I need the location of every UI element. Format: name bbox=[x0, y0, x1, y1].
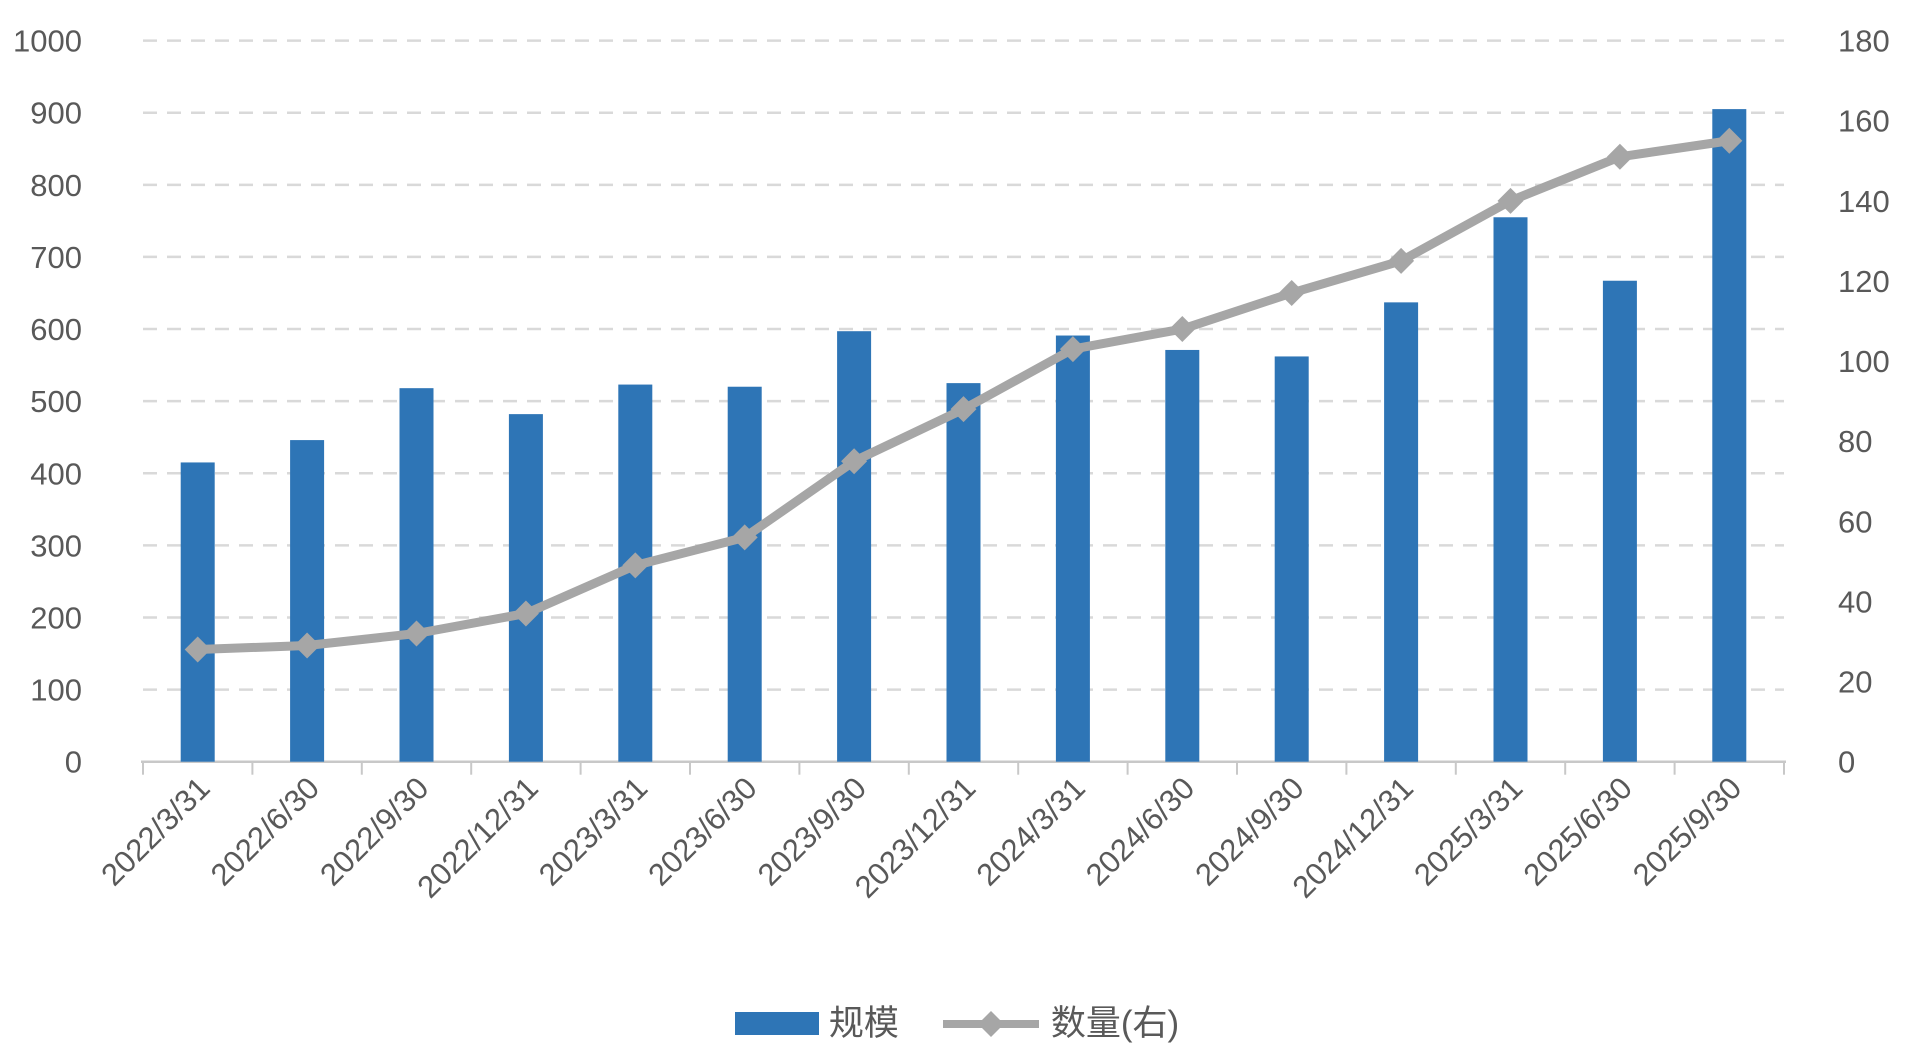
line-series-swatch-icon bbox=[942, 1010, 1039, 1037]
bar[interactable] bbox=[1712, 109, 1747, 762]
bar[interactable] bbox=[290, 440, 325, 762]
y-axis-right-tick-label: 120 bbox=[1838, 264, 1890, 299]
y-axis-left-tick-label: 300 bbox=[30, 528, 82, 563]
y-axis-right-tick-label: 60 bbox=[1838, 504, 1872, 539]
line-marker[interactable] bbox=[731, 524, 758, 551]
line-marker[interactable] bbox=[403, 620, 430, 647]
bar[interactable] bbox=[1274, 356, 1309, 762]
line-marker[interactable] bbox=[1278, 279, 1305, 306]
y-axis-left-tick-label: 700 bbox=[30, 240, 82, 275]
bar[interactable] bbox=[399, 388, 434, 762]
y-axis-left-tick-label: 900 bbox=[30, 96, 82, 131]
line-marker[interactable] bbox=[1606, 143, 1633, 170]
line-marker[interactable] bbox=[622, 552, 649, 579]
bar[interactable] bbox=[837, 331, 872, 762]
legend-item-line-series[interactable]: 数量(右) bbox=[941, 1006, 1179, 1041]
line-marker[interactable] bbox=[1169, 316, 1196, 343]
y-axis-left-tick-label: 1000 bbox=[13, 24, 82, 59]
line-marker[interactable] bbox=[1059, 336, 1086, 363]
y-axis-right-tick-label: 140 bbox=[1838, 184, 1890, 219]
bar[interactable] bbox=[1493, 217, 1528, 762]
bar[interactable] bbox=[727, 386, 762, 762]
x-axis-category-label: 2023/6/30 bbox=[641, 770, 763, 892]
bar[interactable] bbox=[1055, 335, 1090, 762]
y-axis-left-tick-label: 100 bbox=[30, 673, 82, 708]
x-axis-category-label: 2024/6/30 bbox=[1079, 770, 1201, 892]
bar-series-swatch-icon bbox=[734, 1012, 819, 1035]
y-axis-left-tick-label: 200 bbox=[30, 600, 82, 635]
x-axis-category-label: 2022/6/30 bbox=[204, 770, 326, 892]
bar[interactable] bbox=[946, 383, 981, 762]
x-axis-category-label: 2025/9/30 bbox=[1626, 770, 1748, 892]
x-axis-category-label: 2024/3/31 bbox=[970, 770, 1092, 892]
y-axis-left-tick-label: 500 bbox=[30, 384, 82, 419]
line-marker[interactable] bbox=[1716, 127, 1743, 154]
legend: 规模 数量(右) bbox=[0, 1006, 1914, 1041]
y-axis-left-tick-label: 400 bbox=[30, 456, 82, 491]
y-axis-right-tick-label: 100 bbox=[1838, 344, 1890, 379]
x-axis-category-label: 2022/3/31 bbox=[94, 770, 216, 892]
y-axis-right-tick-label: 0 bbox=[1838, 745, 1855, 780]
y-axis-right-tick-label: 160 bbox=[1838, 104, 1890, 139]
line-marker[interactable] bbox=[841, 448, 868, 475]
y-axis-left-tick-label: 600 bbox=[30, 312, 82, 347]
line-marker[interactable] bbox=[512, 600, 539, 627]
bar[interactable] bbox=[1602, 280, 1637, 762]
legend-label-bar-series: 规模 bbox=[828, 1004, 899, 1043]
bar[interactable] bbox=[1165, 349, 1200, 762]
line-marker[interactable] bbox=[1497, 187, 1524, 214]
x-axis-category-label: 2023/3/31 bbox=[532, 770, 654, 892]
x-axis-category-label: 2025/3/31 bbox=[1407, 770, 1529, 892]
y-axis-right-tick-label: 20 bbox=[1838, 665, 1872, 700]
y-axis-left-tick-label: 800 bbox=[30, 168, 82, 203]
bar[interactable] bbox=[508, 414, 543, 762]
bar[interactable] bbox=[180, 462, 215, 762]
legend-label-line-series: 数量(右) bbox=[1050, 1004, 1180, 1043]
y-axis-left-tick-label: 0 bbox=[65, 745, 82, 780]
y-axis-right-tick-label: 80 bbox=[1838, 424, 1872, 459]
line-marker[interactable] bbox=[950, 396, 977, 423]
line-marker[interactable] bbox=[184, 636, 211, 663]
y-axis-right-tick-label: 180 bbox=[1838, 24, 1890, 59]
legend-item-bar-series[interactable]: 规模 bbox=[734, 1004, 899, 1043]
bar[interactable] bbox=[1384, 302, 1419, 762]
line-marker[interactable] bbox=[1388, 247, 1415, 274]
x-axis-category-label: 2025/6/30 bbox=[1517, 770, 1639, 892]
line-marker[interactable] bbox=[294, 632, 321, 659]
y-axis-right-tick-label: 40 bbox=[1838, 584, 1872, 619]
